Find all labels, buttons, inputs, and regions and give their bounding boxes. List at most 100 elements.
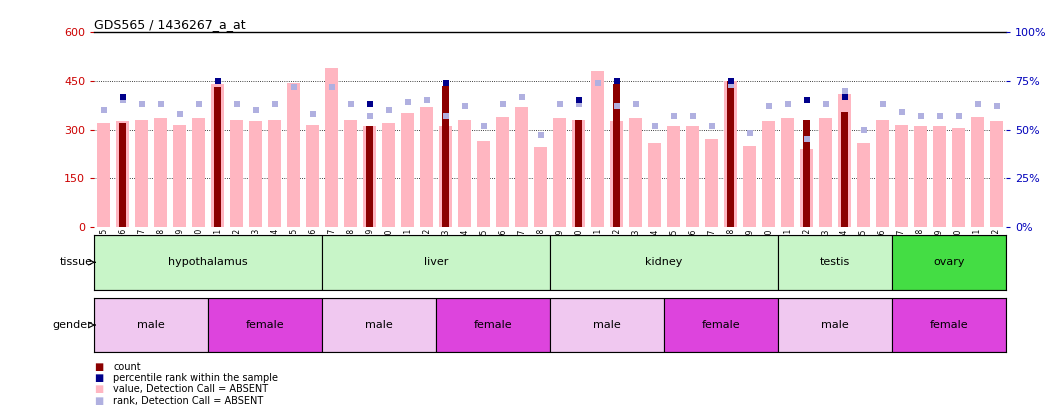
Text: ■: ■ xyxy=(94,373,104,383)
Bar xyxy=(323,298,436,352)
Bar xyxy=(94,235,323,290)
Point xyxy=(532,132,549,139)
Text: percentile rank within the sample: percentile rank within the sample xyxy=(113,373,278,383)
Bar xyxy=(383,123,395,227)
Point xyxy=(969,101,986,108)
Point xyxy=(228,101,245,108)
Point xyxy=(703,122,720,129)
Text: male: male xyxy=(366,320,393,330)
Point xyxy=(266,101,283,108)
Bar xyxy=(534,147,547,227)
Point xyxy=(722,78,739,84)
Text: liver: liver xyxy=(424,257,449,267)
Bar xyxy=(192,118,205,227)
Bar xyxy=(323,235,550,290)
Point xyxy=(874,101,891,108)
Point xyxy=(780,101,796,108)
Bar xyxy=(119,123,127,227)
Bar xyxy=(914,126,927,227)
Point xyxy=(133,101,150,108)
Bar xyxy=(610,122,624,227)
Bar xyxy=(94,298,209,352)
Bar xyxy=(97,123,110,227)
Point xyxy=(589,80,606,86)
Bar xyxy=(214,87,221,227)
Bar xyxy=(268,120,282,227)
Point xyxy=(988,103,1005,109)
Point xyxy=(380,107,397,113)
Bar xyxy=(591,71,605,227)
Point xyxy=(210,78,226,84)
Bar xyxy=(496,117,509,227)
Bar xyxy=(781,118,794,227)
Point xyxy=(570,97,587,104)
Point xyxy=(324,83,341,90)
Bar xyxy=(344,120,357,227)
Bar xyxy=(436,298,550,352)
Bar xyxy=(575,120,583,227)
Bar xyxy=(135,120,149,227)
Bar xyxy=(664,298,778,352)
Point xyxy=(95,107,112,113)
Bar xyxy=(401,113,414,227)
Bar xyxy=(727,81,735,227)
Bar xyxy=(209,298,322,352)
Bar xyxy=(363,126,376,227)
Text: male: male xyxy=(137,320,166,330)
Bar xyxy=(800,149,813,227)
Bar xyxy=(287,83,301,227)
Point xyxy=(608,103,625,109)
Point xyxy=(399,99,416,106)
Point xyxy=(836,93,853,100)
Bar xyxy=(439,126,453,227)
Text: value, Detection Call = ABSENT: value, Detection Call = ABSENT xyxy=(113,384,268,394)
Bar xyxy=(686,126,699,227)
Bar xyxy=(477,141,490,227)
Point xyxy=(684,113,701,119)
Point xyxy=(437,80,454,86)
Point xyxy=(932,113,948,119)
Text: rank, Detection Call = ABSENT: rank, Detection Call = ABSENT xyxy=(113,396,263,405)
Bar xyxy=(613,84,620,227)
Text: female: female xyxy=(702,320,741,330)
Point xyxy=(152,101,169,108)
Point xyxy=(210,78,226,84)
Text: kidney: kidney xyxy=(646,257,683,267)
Bar xyxy=(553,118,566,227)
Bar xyxy=(458,120,472,227)
Point xyxy=(741,130,758,137)
Point xyxy=(456,103,473,109)
Text: ■: ■ xyxy=(94,396,104,405)
Bar xyxy=(116,122,130,227)
Bar xyxy=(933,126,946,227)
Bar xyxy=(840,112,848,227)
Bar xyxy=(876,120,890,227)
Point xyxy=(855,126,872,133)
Bar xyxy=(778,298,892,352)
Bar xyxy=(743,146,757,227)
Point xyxy=(570,101,587,108)
Point xyxy=(114,93,131,100)
Bar xyxy=(249,122,262,227)
Point xyxy=(343,101,359,108)
Bar xyxy=(550,298,664,352)
Bar xyxy=(762,122,776,227)
Text: ■: ■ xyxy=(94,362,104,371)
Text: male: male xyxy=(593,320,621,330)
Point xyxy=(418,97,435,104)
Bar xyxy=(173,125,187,227)
Bar xyxy=(724,81,738,227)
Text: female: female xyxy=(930,320,968,330)
Text: testis: testis xyxy=(820,257,850,267)
Text: gender: gender xyxy=(52,320,92,330)
Point xyxy=(514,93,530,100)
Point xyxy=(628,101,645,108)
Bar xyxy=(667,126,680,227)
Point xyxy=(893,109,910,115)
Bar xyxy=(778,235,892,290)
Bar xyxy=(648,143,661,227)
Point xyxy=(476,122,493,129)
Point xyxy=(191,101,208,108)
Bar xyxy=(892,298,1006,352)
Text: ovary: ovary xyxy=(934,257,965,267)
